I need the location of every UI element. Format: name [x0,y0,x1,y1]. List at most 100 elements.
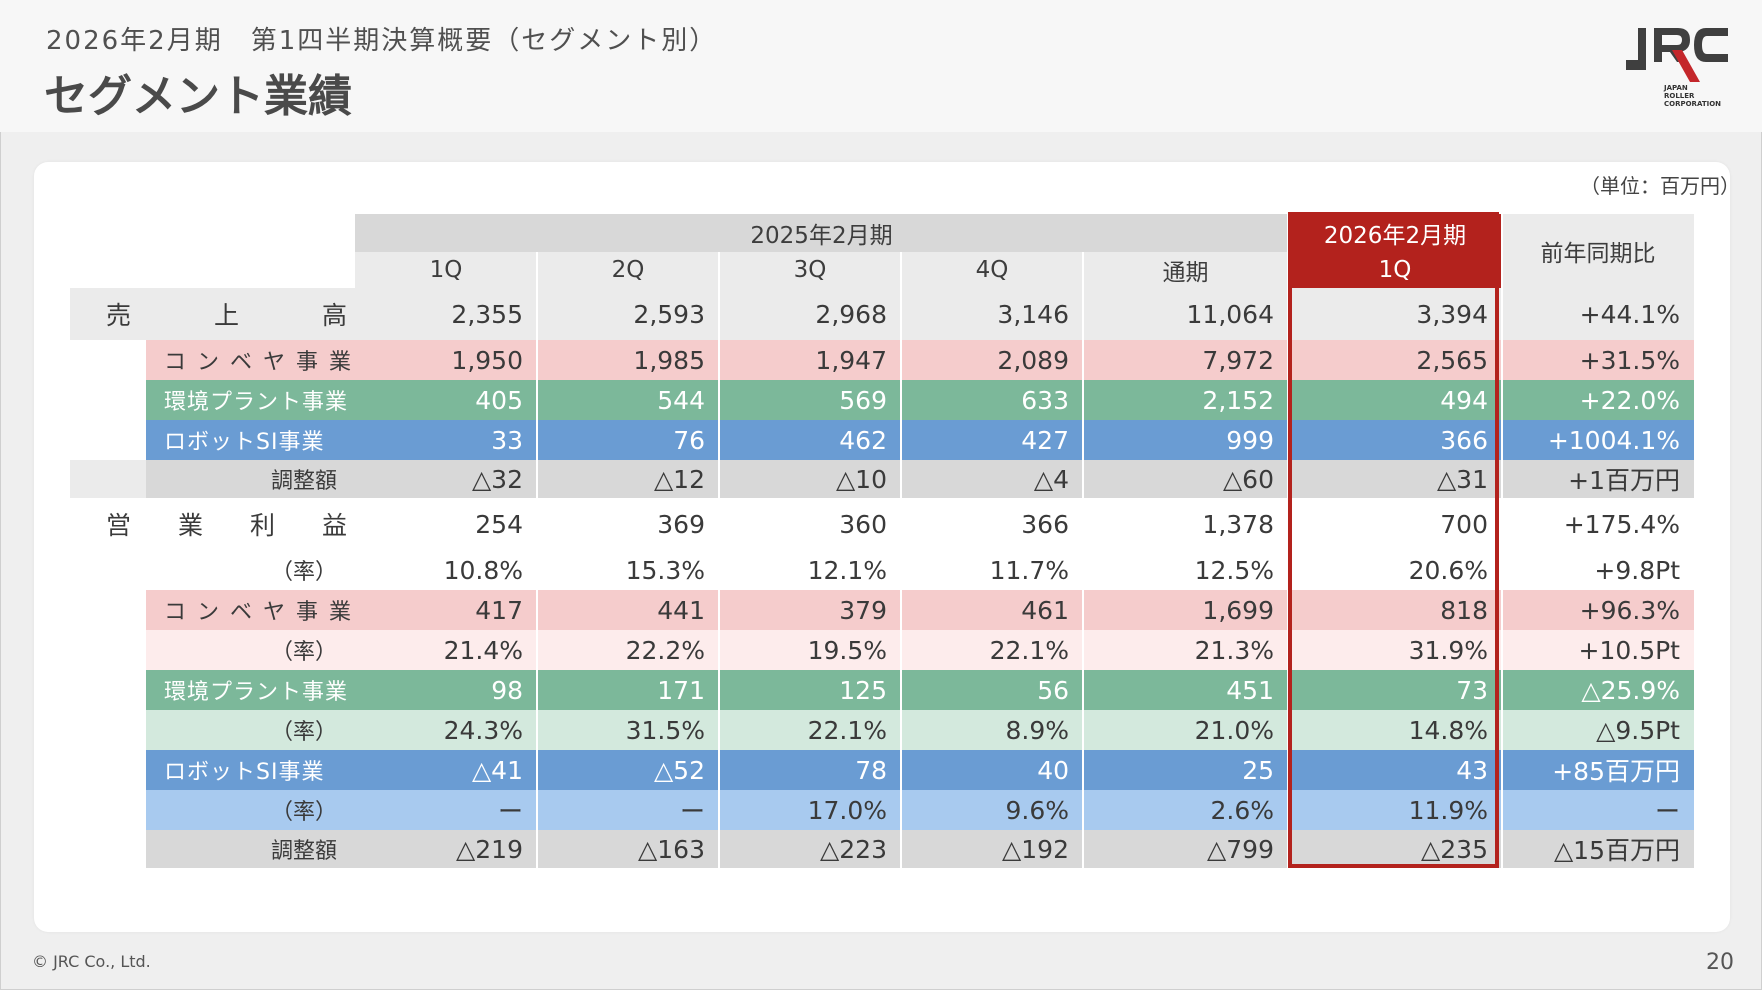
table-cell: 2,565 [1288,340,1502,380]
row-label: 環境プラント事業 [146,670,355,710]
yoy-cell: +31.5% [1502,340,1694,380]
table-cell: 2,152 [1083,380,1288,420]
table-cell: 22.2% [537,630,719,670]
table-cell: 125 [719,670,901,710]
table-cell: 369 [657,509,705,539]
table-cell: △52 [537,750,719,790]
table-cell: 1,985 [537,340,719,380]
table-cell: 379 [719,590,901,630]
column-header: 1Q [1288,252,1502,288]
table-cell: 12.5% [1194,555,1274,585]
row-label: コンベヤ事業 [146,590,355,630]
table-cell: △235 [1288,830,1502,868]
table-cell: 11.9% [1288,790,1502,830]
jrc-logo-icon [1626,28,1728,82]
table-cell: 14.8% [1288,710,1502,750]
row-label: 調整額 [146,830,355,868]
column-header: 4Q [901,252,1083,288]
table-cell: 78 [719,750,901,790]
table-cell: 43 [1288,750,1502,790]
yoy-cell: +22.0% [1502,380,1694,420]
jrc-logo: JAPAN ROLLER CORPORATION [1620,20,1740,110]
page-number: 20 [1706,950,1734,975]
table-cell: △32 [355,460,537,498]
row-label: ロボットSI事業 [146,750,355,790]
table-cell: 22.1% [719,710,901,750]
header-fy2026: 2026年2月期 [1288,214,1502,252]
table-cell: △4 [901,460,1083,498]
yoy-cell: △9.5Pt [1502,710,1694,750]
table-cell: 3,394 [1288,288,1502,340]
row-label: 売 上 高 [70,288,355,340]
column-divider [1082,252,1084,868]
logo-caption: JAPAN ROLLER CORPORATION [1664,84,1722,108]
yoy-cell: +1004.1% [1502,420,1694,460]
table-cell: 544 [537,380,719,420]
yoy-cell: +1百万円 [1502,460,1694,498]
table-cell: 33 [355,420,537,460]
table-cell: 462 [719,420,901,460]
table-cell: 700 [1440,509,1488,539]
table-cell: 366 [1288,420,1502,460]
table-cell: △10 [719,460,901,498]
table-cell: 17.0% [719,790,901,830]
table-cell: 31.9% [1288,630,1502,670]
table-cell: 2,355 [355,288,537,340]
table-cell: △219 [355,830,537,868]
table-cell: 40 [901,750,1083,790]
table-cell: 1,950 [355,340,537,380]
table-cell: 254 [475,509,523,539]
table-cell: 2,089 [901,340,1083,380]
table-cell: 427 [901,420,1083,460]
table-cell: 25 [1083,750,1288,790]
table-cell: 2,968 [719,288,901,340]
table-cell: 2.6% [1083,790,1288,830]
table-cell: 3,146 [901,288,1083,340]
table-cell: 31.5% [537,710,719,750]
slide-subtitle: 2026年2月期 第1四半期決算概要（セグメント別） [46,26,718,56]
table-cell: 366 [1021,509,1069,539]
table-cell: 171 [537,670,719,710]
table-cell: 405 [355,380,537,420]
table-cell: 21.4% [355,630,537,670]
table-cell: 441 [537,590,719,630]
table-cell: 569 [719,380,901,420]
table-cell: ー [355,790,537,830]
slide-title: セグメント業績 [44,71,352,122]
table-cell: ー [537,790,719,830]
column-divider [900,252,902,868]
table-cell: 73 [1288,670,1502,710]
table-cell: 11,064 [1083,288,1288,340]
yoy-cell: +44.1% [1502,288,1694,340]
row-label: 営 業 利 益 [106,511,359,540]
table-cell: 7,972 [1083,340,1288,380]
table-cell: 451 [1083,670,1288,710]
yoy-cell: +96.3% [1502,590,1694,630]
table-cell: 633 [901,380,1083,420]
table-cell: 2,593 [537,288,719,340]
table-cell: 360 [839,509,887,539]
table-cell: 461 [901,590,1083,630]
unit-note: （単位：百万円） [1580,174,1740,198]
table-cell: △799 [1083,830,1288,868]
table-cell: 12.1% [807,555,887,585]
header-yoy: 前年同期比 [1502,214,1694,288]
table-cell: 19.5% [719,630,901,670]
table-cell: 818 [1288,590,1502,630]
row-label: （率） [146,790,355,830]
header-fy2025: 2025年2月期 [355,214,1288,252]
column-header: 2Q [537,252,719,288]
slide-header [0,0,1762,132]
yoy-cell: △25.9% [1502,670,1694,710]
table-cell: 10.8% [443,555,523,585]
table-cell: △12 [537,460,719,498]
table-cell: 417 [355,590,537,630]
yoy-cell: △15百万円 [1502,830,1694,868]
current-quarter-highlight [1288,212,1499,868]
row-label: 調整額 [146,460,355,498]
table-cell: 76 [537,420,719,460]
yoy-cell: +85百万円 [1502,750,1694,790]
yoy-cell: +9.8Pt [1594,555,1680,585]
table-cell: 21.0% [1083,710,1288,750]
table-cell: △163 [537,830,719,868]
